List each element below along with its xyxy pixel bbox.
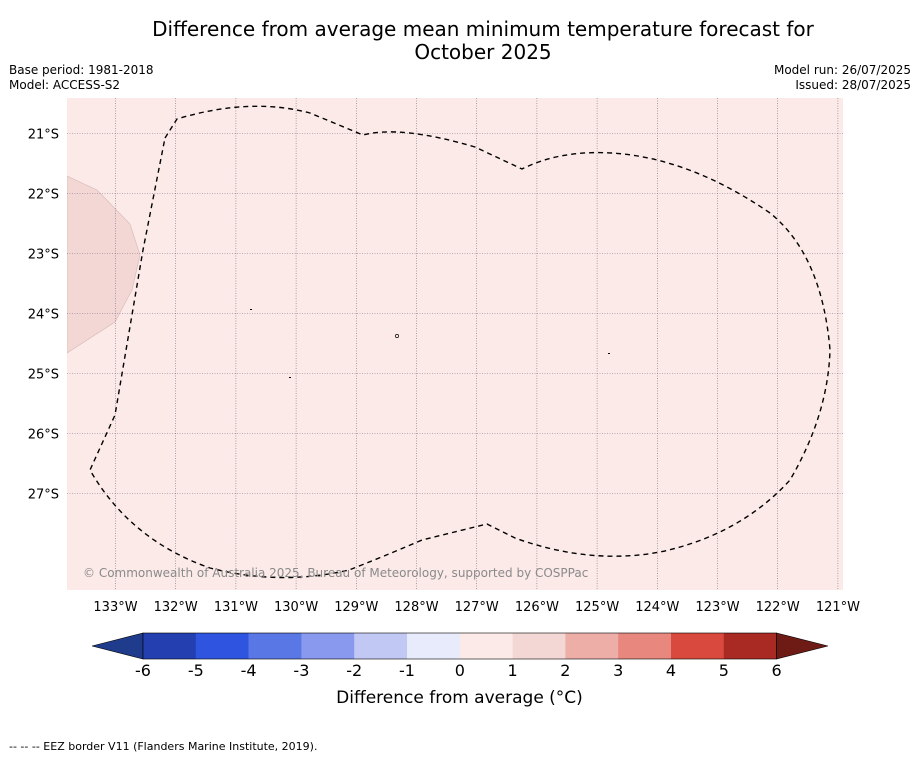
lon-label: 128°W bbox=[394, 600, 438, 615]
colorbar-segment bbox=[195, 633, 249, 659]
issued-text: Issued: 28/07/2025 bbox=[795, 78, 911, 92]
lon-label: 131°W bbox=[214, 600, 258, 615]
longitude-labels: 133°W 132°W 131°W 130°W 129°W 128°W 127°W 126°W… bbox=[93, 600, 860, 615]
model-text: Model: ACCESS-S2 bbox=[9, 78, 121, 92]
colorbar-segment bbox=[354, 633, 408, 659]
map-title: Difference from average mean minimum tem… bbox=[0, 18, 919, 64]
meta-left: Base period: 1981-2018 Model: ACCESS-S2 bbox=[9, 63, 154, 93]
lat-label: 21°S bbox=[28, 128, 59, 143]
colorbar-tick-label: 0 bbox=[455, 661, 465, 680]
colorbar-segment bbox=[618, 633, 672, 659]
lon-label: 126°W bbox=[515, 600, 559, 615]
lat-label: 25°S bbox=[28, 368, 59, 383]
colorbar-label: Difference from average (°C) bbox=[336, 688, 583, 708]
colorbar-segment bbox=[723, 633, 777, 659]
lon-label: 132°W bbox=[154, 600, 198, 615]
colorbar-tick-label: 4 bbox=[666, 661, 676, 680]
base-period-text: Base period: 1981-2018 bbox=[9, 63, 154, 77]
colorbar-min-arrow bbox=[91, 632, 144, 660]
lon-label: 123°W bbox=[695, 600, 739, 615]
island-marker bbox=[608, 353, 610, 354]
island-marker bbox=[289, 377, 291, 378]
colorbar-max-arrow bbox=[776, 632, 829, 660]
colorbar-tick-label: -5 bbox=[188, 661, 204, 680]
colorbar-segment bbox=[407, 633, 461, 659]
colorbar-segment bbox=[459, 633, 513, 659]
colorbar-segment bbox=[248, 633, 302, 659]
lon-label: 129°W bbox=[334, 600, 378, 615]
colorbar-tick-label: -4 bbox=[241, 661, 257, 680]
meta-right: Model run: 26/07/2025 Issued: 28/07/2025 bbox=[774, 63, 911, 93]
colorbar-tick-label: 5 bbox=[719, 661, 729, 680]
map-title-line1: Difference from average mean minimum tem… bbox=[152, 17, 814, 41]
anomaly-patch bbox=[67, 175, 141, 354]
map-panel: © Commonwealth of Australia 2025, Bureau… bbox=[67, 98, 843, 590]
colorbar-tick-label: -2 bbox=[346, 661, 362, 680]
colorbar-tick-label: -3 bbox=[293, 661, 309, 680]
colorbar-tick-label: 6 bbox=[772, 661, 782, 680]
lon-label: 127°W bbox=[455, 600, 499, 615]
lat-label: 26°S bbox=[28, 428, 59, 443]
longitude-gridlines bbox=[115, 98, 839, 590]
colorbar-segment bbox=[512, 633, 566, 659]
copyright-text: © Commonwealth of Australia 2025, Bureau… bbox=[83, 566, 588, 580]
colorbar-segment bbox=[143, 633, 197, 659]
map-title-line2: October 2025 bbox=[414, 40, 552, 64]
lon-label: 130°W bbox=[274, 600, 318, 615]
model-run-text: Model run: 26/07/2025 bbox=[773, 63, 911, 77]
colorbar-segment bbox=[301, 633, 355, 659]
island-marker bbox=[250, 309, 252, 310]
lat-label: 23°S bbox=[28, 248, 59, 263]
lon-label: 133°W bbox=[93, 600, 137, 615]
colorbar: -6 -5 -4 -3 -2 -1 0 1 2 3 4 5 6 bbox=[91, 632, 829, 680]
island-marker bbox=[395, 334, 399, 338]
colorbar-tick-label: 3 bbox=[613, 661, 623, 680]
eez-border bbox=[89, 105, 831, 579]
lon-label: 125°W bbox=[575, 600, 619, 615]
small-islands bbox=[250, 309, 610, 378]
colorbar-tick-label: 2 bbox=[560, 661, 570, 680]
footer-note: -- -- -- EEZ border V11 (Flanders Marine… bbox=[9, 740, 318, 753]
colorbar-tick-label: 1 bbox=[508, 661, 518, 680]
colorbar-tick-label: -6 bbox=[135, 661, 151, 680]
lat-label: 27°S bbox=[28, 488, 59, 503]
colorbar-frame bbox=[142, 632, 777, 660]
lon-label: 124°W bbox=[635, 600, 679, 615]
lon-label: 121°W bbox=[816, 600, 860, 615]
lat-label: 22°S bbox=[28, 188, 59, 203]
colorbar-segment bbox=[671, 633, 725, 659]
lon-label: 122°W bbox=[756, 600, 800, 615]
lat-label: 24°S bbox=[28, 308, 59, 323]
colorbar-tick-label: -1 bbox=[399, 661, 415, 680]
map-background bbox=[67, 98, 843, 590]
latitude-labels: 21°S 22°S 23°S 24°S 25°S 26°S 27°S bbox=[28, 128, 59, 503]
latitude-gridlines bbox=[67, 133, 843, 494]
colorbar-segment bbox=[565, 633, 619, 659]
